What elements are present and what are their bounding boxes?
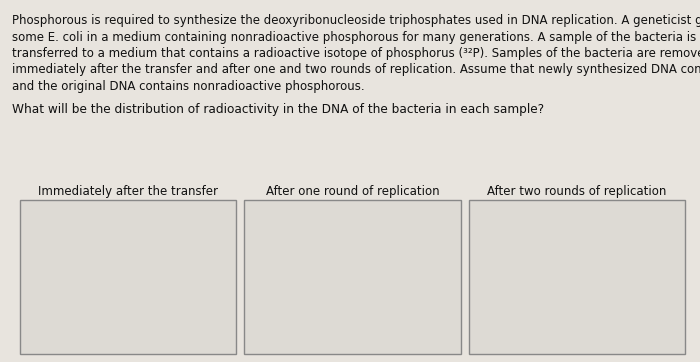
Text: After two rounds of replication: After two rounds of replication xyxy=(487,185,666,198)
Bar xyxy=(469,200,685,354)
Text: After one round of replication: After one round of replication xyxy=(266,185,440,198)
Text: immediately after the transfer and after one and two rounds of replication. Assu: immediately after the transfer and after… xyxy=(12,63,700,76)
Text: What will be the distribution of radioactivity in the DNA of the bacteria in eac: What will be the distribution of radioac… xyxy=(12,102,544,115)
Bar xyxy=(244,200,461,354)
Text: Phosphorous is required to synthesize the deoxyribonucleoside triphosphates used: Phosphorous is required to synthesize th… xyxy=(12,14,700,27)
Text: some E. coli in a medium containing nonradioactive phosphorous for many generati: some E. coli in a medium containing nonr… xyxy=(12,30,700,43)
Text: and the original DNA contains nonradioactive phosphorous.: and the original DNA contains nonradioac… xyxy=(12,80,365,93)
Bar xyxy=(20,200,237,354)
Text: Immediately after the transfer: Immediately after the transfer xyxy=(38,185,218,198)
Text: transferred to a medium that contains a radioactive isotope of phosphorus (³²P).: transferred to a medium that contains a … xyxy=(12,47,700,60)
